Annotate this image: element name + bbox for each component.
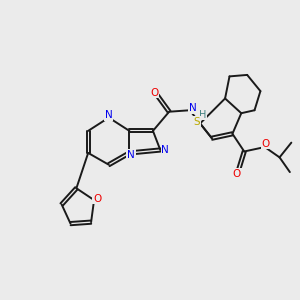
Text: N: N	[105, 110, 113, 120]
Text: O: O	[233, 169, 241, 179]
Text: O: O	[262, 139, 270, 148]
Text: N: N	[127, 150, 135, 160]
Text: S: S	[193, 117, 200, 127]
Text: H: H	[199, 110, 207, 120]
Text: N: N	[161, 145, 169, 155]
Text: O: O	[150, 88, 158, 98]
Text: N: N	[189, 103, 196, 113]
Text: O: O	[93, 194, 101, 204]
